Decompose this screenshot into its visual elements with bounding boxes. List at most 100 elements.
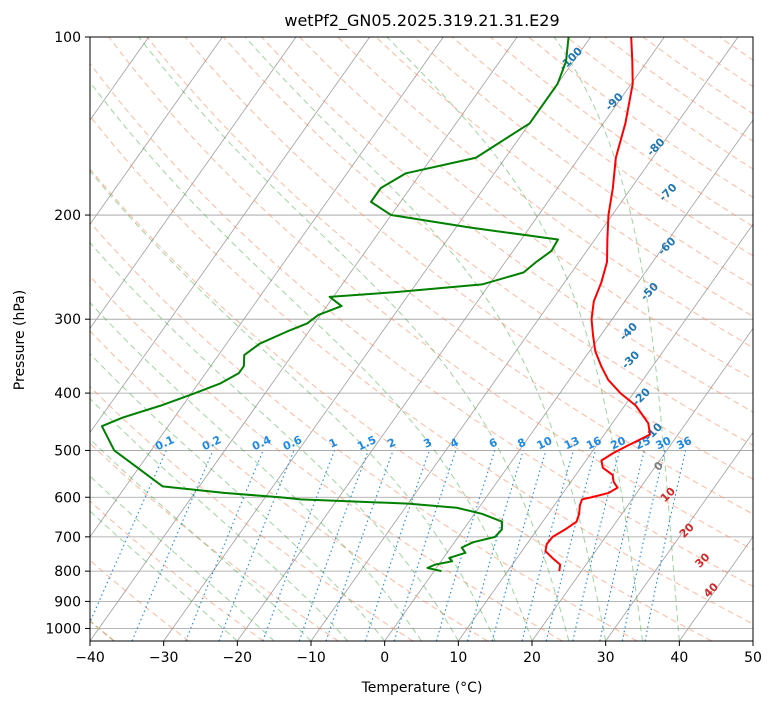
dry-adiabat-line xyxy=(90,442,339,641)
moist-adiabat-line xyxy=(386,37,643,641)
x-axis-ticks: −40 −30 −20 −10 0 10 20 30 40 50 xyxy=(75,641,762,666)
dry-adiabat-line xyxy=(184,37,753,480)
dry-adiabat-label: -90 xyxy=(603,90,626,113)
profile-series xyxy=(100,37,651,573)
mixing-ratio-line xyxy=(393,450,457,641)
isotherm-line xyxy=(384,119,753,641)
isotherm-line xyxy=(163,37,592,641)
isotherm-line xyxy=(605,431,753,641)
x-tick-label: 50 xyxy=(744,650,762,666)
y-tick-label: 800 xyxy=(54,564,81,580)
mixing-ratio-label: 4 xyxy=(448,436,461,451)
series-line xyxy=(544,37,651,572)
mixing-ratio-line xyxy=(621,450,666,641)
isotherm-line xyxy=(90,37,444,538)
dry-adiabat-label: -60 xyxy=(655,234,678,257)
mixing-ratio-line xyxy=(466,450,524,641)
y-tick-label: 500 xyxy=(54,443,81,459)
dry-adiabat-line xyxy=(375,37,753,317)
y-tick-label: 900 xyxy=(54,594,81,610)
mixing-ratio-label: 25 xyxy=(633,434,652,452)
dry-adiabat-line xyxy=(90,168,712,641)
dry-adiabat-line xyxy=(490,37,753,227)
dry-adiabat-line xyxy=(90,275,563,641)
dry-adiabat-label: -20 xyxy=(630,385,653,408)
moist-adiabat-line xyxy=(90,438,312,641)
moist-adiabat-line xyxy=(553,37,680,641)
isotherm-line xyxy=(90,37,297,330)
x-tick-label: −40 xyxy=(75,650,105,666)
moist-adiabat-line xyxy=(90,242,459,641)
mixing-ratio-label: 2 xyxy=(385,436,397,451)
x-tick-label: −20 xyxy=(223,650,253,666)
dry-adiabat-label: -40 xyxy=(617,320,640,343)
mixing-ratio-line xyxy=(491,450,547,641)
dry-adiabat-line xyxy=(758,37,775,641)
y-tick-label: 700 xyxy=(54,530,81,546)
mixing-ratio-label: 6 xyxy=(487,436,500,451)
isotherm-line xyxy=(310,37,739,641)
dry-adiabat-line xyxy=(108,37,753,551)
y-tick-label: 600 xyxy=(54,490,81,506)
y-tick-label: 400 xyxy=(54,386,81,402)
x-tick-label: 40 xyxy=(670,650,688,666)
moist-adiabat-line xyxy=(90,81,533,641)
mixing-ratio-line xyxy=(325,450,394,641)
mixing-ratio-label: 10 xyxy=(535,434,555,452)
dry-adiabat-label: 40 xyxy=(701,580,721,600)
mixing-ratio-label: 13 xyxy=(562,434,581,452)
x-tick-label: 10 xyxy=(449,650,467,666)
mixing-ratio-line xyxy=(131,450,214,641)
mixing-ratio-label: 16 xyxy=(584,434,604,452)
moist-adiabat-line xyxy=(90,353,386,641)
plot-frame xyxy=(89,36,754,642)
dry-adiabat-line xyxy=(146,37,753,515)
mixing-ratio-line xyxy=(435,450,496,641)
dry-adiabat-line xyxy=(299,37,753,381)
isotherm-line xyxy=(679,536,753,641)
dry-adiabat-line xyxy=(90,500,264,641)
mixing-ratio-line xyxy=(218,450,295,641)
dry-adiabat-label: 10 xyxy=(658,485,678,505)
x-tick-label: 20 xyxy=(523,650,541,666)
moist-adiabat-line xyxy=(244,37,607,641)
y-tick-label: 100 xyxy=(54,30,81,46)
dry-adiabat-line xyxy=(261,37,753,413)
dry-adiabat-label: 20 xyxy=(677,520,697,540)
mixing-ratio-line xyxy=(545,450,596,641)
dry-adiabat-label: -80 xyxy=(644,135,667,158)
dry-adiabat-line xyxy=(90,559,190,641)
dry-adiabat-label: -70 xyxy=(656,181,679,204)
moist-adiabat-line xyxy=(90,398,349,641)
mixing-ratio-line xyxy=(298,450,369,641)
dry-adiabat-line xyxy=(90,221,638,641)
series-line xyxy=(100,37,570,573)
x-axis-label: Temperature (°C) xyxy=(361,680,483,696)
x-tick-label: −10 xyxy=(296,650,326,666)
isotherm-line xyxy=(90,37,518,641)
background-lines xyxy=(90,37,775,641)
moist-adiabat-line xyxy=(90,510,238,641)
isotherm-line xyxy=(531,327,753,641)
mixing-ratio-label: 36 xyxy=(674,434,694,452)
moist-adiabat-line xyxy=(90,301,422,641)
y-tick-label: 200 xyxy=(54,208,81,224)
x-tick-label: 30 xyxy=(597,650,615,666)
mixing-ratio-label: 3 xyxy=(422,436,434,451)
isotherm-line xyxy=(237,37,665,641)
mixing-ratio-line xyxy=(644,450,687,641)
chart-title: wetPf2_GN05.2025.319.21.31.E29 xyxy=(284,11,559,31)
isotherm-line xyxy=(752,640,753,641)
y-tick-label: 300 xyxy=(54,312,81,328)
moist-adiabat-line xyxy=(90,475,275,641)
y-tick-label: 1000 xyxy=(45,621,81,637)
y-axis-ticks: 100 200 300 400 500 600 700 800 900 1000 xyxy=(45,30,90,637)
moist-adiabat-line xyxy=(90,170,496,641)
dry-adiabat-line xyxy=(680,37,753,88)
mixing-ratio-line xyxy=(364,450,430,641)
dry-adiabat-line xyxy=(451,37,753,257)
mixing-ratio-line xyxy=(262,450,336,641)
isotherm-line xyxy=(90,37,371,434)
isotherm-line xyxy=(90,37,223,225)
